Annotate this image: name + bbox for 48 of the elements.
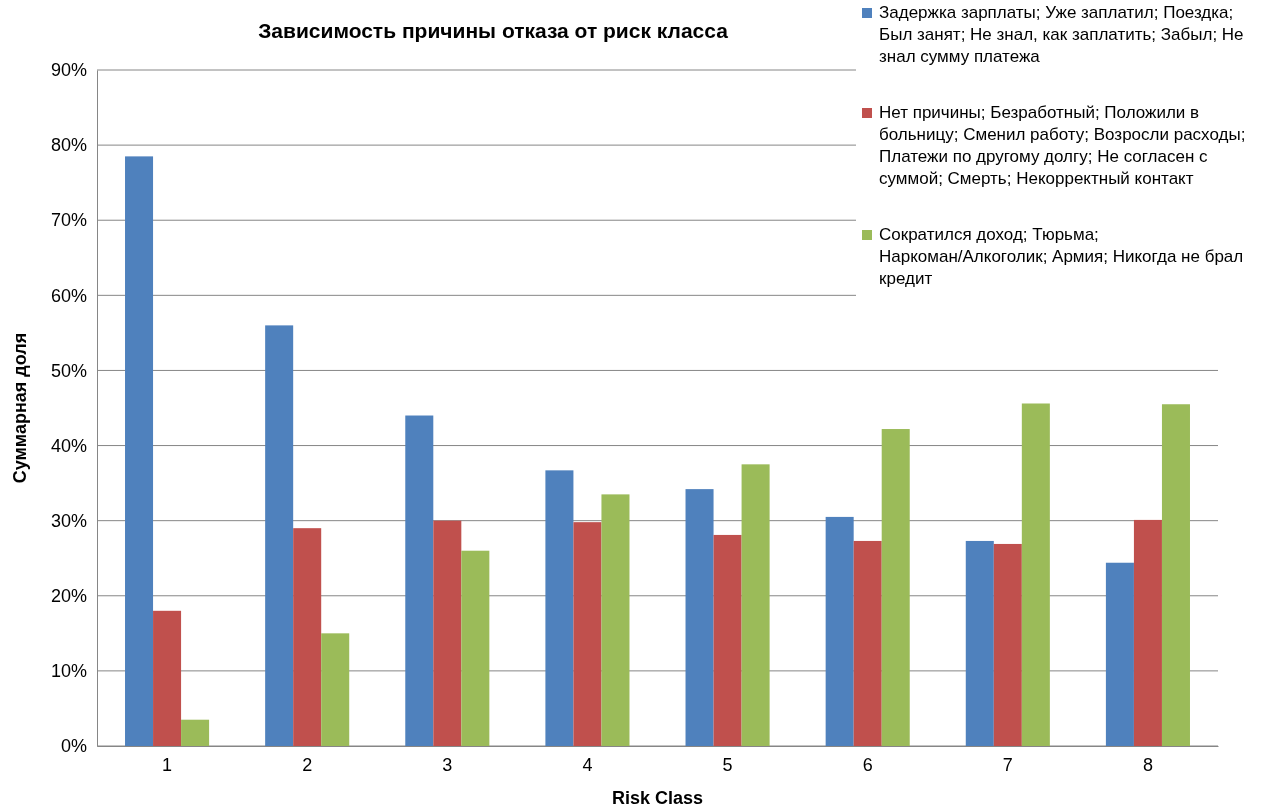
bar xyxy=(461,550,490,746)
bar xyxy=(1105,562,1134,746)
y-tick-label: 80% xyxy=(50,135,87,156)
bar xyxy=(825,516,854,746)
y-tick-label: 30% xyxy=(50,510,87,531)
x-tick-label: 4 xyxy=(582,754,593,775)
bar xyxy=(1021,403,1050,746)
x-tick-label: 1 xyxy=(162,754,173,775)
x-tick-label: 7 xyxy=(1002,754,1013,775)
chart-title: Зависимость причины отказа от риск класса xyxy=(258,19,729,42)
bar xyxy=(153,610,182,746)
bar xyxy=(965,540,994,746)
x-axis-title: Risk Class xyxy=(611,788,704,808)
x-tick-label: 8 xyxy=(1142,754,1153,775)
bar xyxy=(993,543,1022,746)
x-tick-label: 2 xyxy=(302,754,313,775)
y-tick-label: 0% xyxy=(60,736,87,757)
x-tick-label: 3 xyxy=(442,754,453,775)
bar xyxy=(321,633,350,746)
bar xyxy=(741,464,770,746)
y-tick-label: 40% xyxy=(50,435,87,456)
legend-label: Нет причины; Безработный; Положили в больницу; Сменил работу; Возросли расходы; Платежи по другому долгу; Не согласен с суммой; Смерть; Некорректный контакт xyxy=(879,103,1246,188)
y-tick-label: 70% xyxy=(50,210,87,231)
bar xyxy=(545,470,574,746)
bar xyxy=(433,520,462,746)
bar xyxy=(601,494,630,746)
bar xyxy=(181,719,210,746)
bar xyxy=(1133,519,1162,746)
bar xyxy=(685,489,714,746)
y-tick-label: 90% xyxy=(50,60,87,81)
legend-label: Сократился доход; Тюрьма; Наркоман/Алкоголик; Армия; Никогда не брал кредит xyxy=(879,225,1244,288)
y-tick-label: 60% xyxy=(50,285,87,306)
bar xyxy=(125,156,154,746)
y-axis-title: Суммарная доля xyxy=(10,332,30,484)
bar xyxy=(853,540,882,746)
bar xyxy=(1161,404,1190,746)
y-tick-label: 50% xyxy=(50,360,87,381)
legend-label: Задержка зарплаты; Уже заплатил; Поездка; Был занят; Не знал, как заплатить; Забыл; Не знал сумму платежа xyxy=(879,3,1244,66)
bar xyxy=(573,522,602,746)
bar xyxy=(265,325,294,746)
bar xyxy=(881,429,910,746)
y-tick-label: 10% xyxy=(50,661,87,682)
x-tick-label: 6 xyxy=(862,754,873,775)
bar xyxy=(405,415,434,746)
y-tick-label: 20% xyxy=(50,586,87,607)
bar xyxy=(713,534,742,746)
x-tick-label: 5 xyxy=(722,754,733,775)
bar xyxy=(293,528,322,746)
